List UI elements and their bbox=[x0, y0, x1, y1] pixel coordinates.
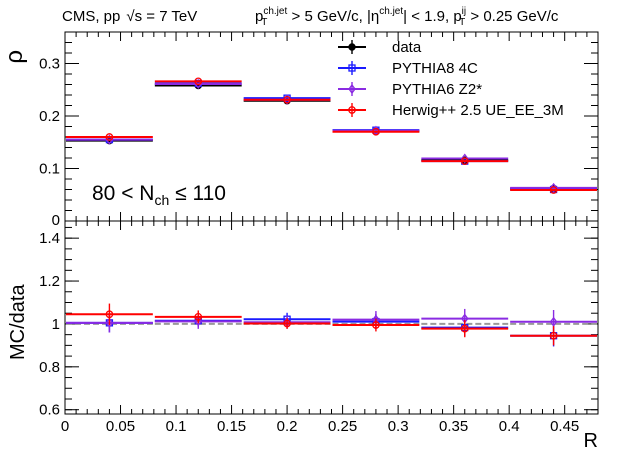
legend-label: Herwig++ 2.5 UE_EE_3M bbox=[392, 102, 564, 119]
ratio-y-tick-label: 1 bbox=[52, 316, 60, 333]
mc-circle-marker bbox=[549, 331, 558, 340]
header-experiment: CMS, pp √s = 7 TeV bbox=[62, 8, 197, 25]
x-tick-label: 0.15 bbox=[217, 418, 246, 435]
mc-diamond-marker bbox=[549, 182, 558, 194]
x-tick-label: 0.3 bbox=[388, 418, 409, 435]
legend-label: data bbox=[392, 39, 422, 56]
ratio-series-group bbox=[66, 303, 597, 347]
legend-label: PYTHIA8 4C bbox=[392, 60, 478, 77]
ratio-y-tick-label: 0.6 bbox=[39, 402, 60, 419]
top-series-group bbox=[66, 77, 597, 194]
mc-circle-marker bbox=[105, 310, 114, 319]
mc-square-marker bbox=[348, 64, 356, 72]
x-tick-label: 0.4 bbox=[499, 418, 520, 435]
x-tick-label: 0.35 bbox=[439, 418, 468, 435]
mc-circle-marker bbox=[283, 95, 291, 104]
mc-circle-marker bbox=[194, 77, 203, 86]
mc-circle-marker bbox=[460, 324, 469, 333]
mc-diamond-marker bbox=[283, 94, 291, 105]
mc-diamond-marker bbox=[105, 134, 114, 145]
mc-diamond-marker bbox=[105, 317, 114, 328]
mc-circle-marker bbox=[549, 186, 558, 194]
mc-circle-marker bbox=[348, 106, 356, 114]
top-y-tick-label: 0.1 bbox=[39, 161, 60, 178]
data-point-marker bbox=[348, 43, 356, 51]
x-tick-label: 0.45 bbox=[550, 418, 579, 435]
x-tick-label: 0.2 bbox=[277, 418, 298, 435]
top-y-tick-label: 0.2 bbox=[39, 108, 60, 125]
mc-diamond-marker bbox=[194, 78, 203, 90]
mc-circle-marker bbox=[105, 133, 114, 141]
mc-circle-marker bbox=[372, 321, 380, 329]
top-y-axis-title: ρ bbox=[1, 50, 28, 64]
header-cuts: pch.jet T > 5 GeV/c, |ηch.jet| < 1.9, pij… bbox=[255, 6, 559, 28]
ratio-panel-frame bbox=[64, 220, 599, 415]
legend-label: PYTHIA6 Z2* bbox=[392, 81, 482, 98]
ratio-y-tick-label: 0.8 bbox=[39, 359, 60, 376]
mc-diamond-marker bbox=[549, 316, 558, 327]
x-axis: 0 0.05 0.1 0.15 0.2 0.25 0.3 0.35 0.4 0.45 bbox=[61, 32, 588, 435]
mc-diamond-marker bbox=[348, 83, 356, 95]
x-tick-label: 0 bbox=[61, 418, 69, 435]
x-tick-label: 0.25 bbox=[328, 418, 357, 435]
ratio-y-tick-label: 1.4 bbox=[39, 230, 60, 247]
mc-diamond-marker bbox=[460, 153, 469, 164]
top-y-zero-label: 0 bbox=[52, 212, 60, 229]
ratio-y-tick-label: 1.2 bbox=[39, 273, 60, 290]
mc-circle-marker bbox=[460, 157, 469, 165]
x-tick-label: 0.1 bbox=[166, 418, 187, 435]
ratio-y-axis-title: MC/data bbox=[7, 284, 29, 360]
top-axes: 0.1 0.2 0.3 0 bbox=[39, 42, 598, 229]
mc-circle-marker bbox=[194, 313, 203, 321]
legend: data PYTHIA8 4C PYTHIA6 Z2* Herwig++ 2.5 UE… bbox=[338, 39, 564, 119]
top-y-tick-label: 0.3 bbox=[39, 56, 60, 73]
mc-circle-marker bbox=[283, 319, 291, 328]
x-axis-title: R bbox=[584, 430, 598, 451]
multiplicity-label: 80 < Nch ≤ 110 bbox=[92, 182, 226, 208]
x-tick-label: 0.05 bbox=[106, 418, 135, 435]
mc-circle-marker bbox=[372, 127, 380, 136]
